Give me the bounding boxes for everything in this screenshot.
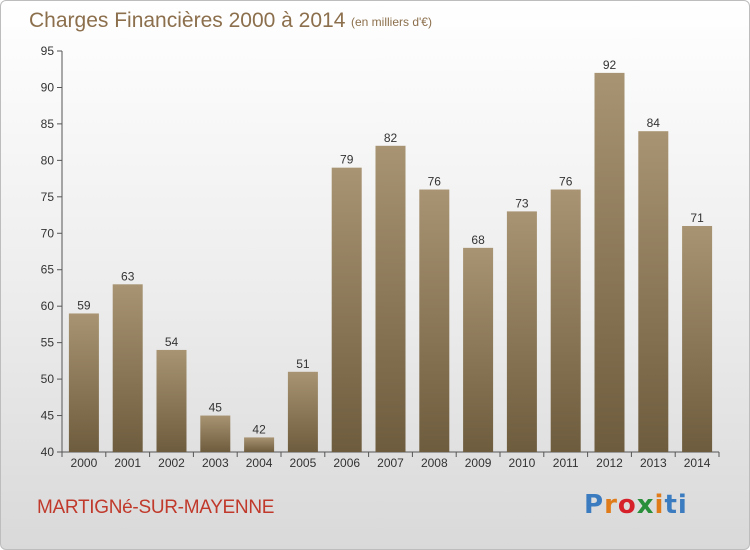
chart-subtitle: (en milliers d'€) — [351, 15, 432, 29]
data-label: 82 — [384, 131, 398, 145]
data-labels: 59 63 54 45 42 51 79 82 76 68 73 76 92 84 71 — [77, 58, 704, 437]
x-tick-label: 2006 — [333, 456, 360, 470]
data-label: 54 — [165, 335, 179, 349]
data-label: 42 — [252, 422, 266, 436]
bar[interactable] — [594, 72, 625, 452]
bar[interactable] — [638, 131, 669, 452]
x-tick-label: 2002 — [158, 456, 185, 470]
x-tick-label: 2012 — [596, 456, 623, 470]
y-tick-label: 85 — [41, 117, 55, 131]
data-label: 76 — [559, 175, 573, 189]
y-tick-label: 70 — [41, 226, 55, 240]
logo-letter: x — [636, 490, 655, 520]
bar[interactable] — [200, 415, 231, 452]
x-tick-label: 2008 — [421, 456, 448, 470]
bar[interactable] — [156, 349, 187, 452]
bar[interactable] — [287, 371, 318, 452]
data-label: 79 — [340, 153, 354, 167]
y-tick-label: 55 — [41, 336, 55, 350]
data-label: 73 — [515, 196, 529, 210]
x-tick-label: 2003 — [202, 456, 229, 470]
x-tick-label: 2007 — [377, 456, 404, 470]
data-label: 71 — [690, 211, 704, 225]
y-tick-label: 40 — [41, 445, 55, 459]
data-label: 68 — [471, 233, 485, 247]
logo-letter: i — [677, 490, 688, 520]
y-tick-label: 80 — [41, 153, 55, 167]
y-tick-label: 95 — [41, 44, 55, 58]
bar[interactable] — [112, 284, 143, 452]
proxiti-logo[interactable]: Proxiti — [584, 490, 688, 520]
data-label: 45 — [209, 401, 223, 415]
logo-letter: P — [584, 490, 605, 520]
chart-title: Charges Financières 2000 à 2014 — [29, 9, 346, 32]
x-tick-label: 2000 — [71, 456, 98, 470]
commune-name: MARTIGNé-SUR-MAYENNE — [37, 497, 275, 518]
data-label: 59 — [77, 298, 91, 312]
x-tick-label: 2009 — [465, 456, 492, 470]
x-tick-label: 2013 — [640, 456, 667, 470]
bar[interactable] — [244, 437, 275, 452]
x-tick-label: 2010 — [509, 456, 536, 470]
bar[interactable] — [419, 189, 450, 452]
y-tick-label: 65 — [41, 263, 55, 277]
bar-series — [68, 72, 713, 453]
logo-letter: r — [604, 490, 618, 520]
bar[interactable] — [375, 145, 406, 453]
x-tick-label: 2011 — [553, 456, 579, 470]
bar[interactable] — [331, 167, 362, 452]
bar[interactable] — [506, 211, 537, 452]
data-label: 76 — [428, 175, 442, 189]
y-tick-label: 60 — [41, 299, 55, 313]
x-tick-label: 2005 — [290, 456, 317, 470]
data-label: 51 — [296, 357, 310, 371]
y-tick-label: 75 — [41, 190, 55, 204]
y-tick-label: 90 — [41, 80, 55, 94]
logo-letter: i — [654, 490, 665, 520]
y-tick-label: 50 — [41, 372, 55, 386]
logo-letter: o — [617, 490, 637, 520]
bar[interactable] — [682, 225, 713, 452]
data-label: 92 — [603, 58, 617, 72]
y-tick-label: 45 — [41, 409, 55, 423]
logo-letter: t — [664, 490, 678, 520]
bar[interactable] — [550, 189, 581, 452]
x-tick-label: 2014 — [684, 456, 711, 470]
x-tick-label: 2001 — [114, 456, 141, 470]
bar-chart: 40 45 50 55 60 65 70 75 80 85 90 95 2000 2001 2002 2003… — [41, 44, 720, 470]
data-label: 63 — [121, 269, 135, 283]
bar[interactable] — [463, 247, 494, 452]
data-label: 84 — [647, 116, 661, 130]
x-tick-label: 2004 — [246, 456, 273, 470]
bar[interactable] — [68, 313, 99, 452]
